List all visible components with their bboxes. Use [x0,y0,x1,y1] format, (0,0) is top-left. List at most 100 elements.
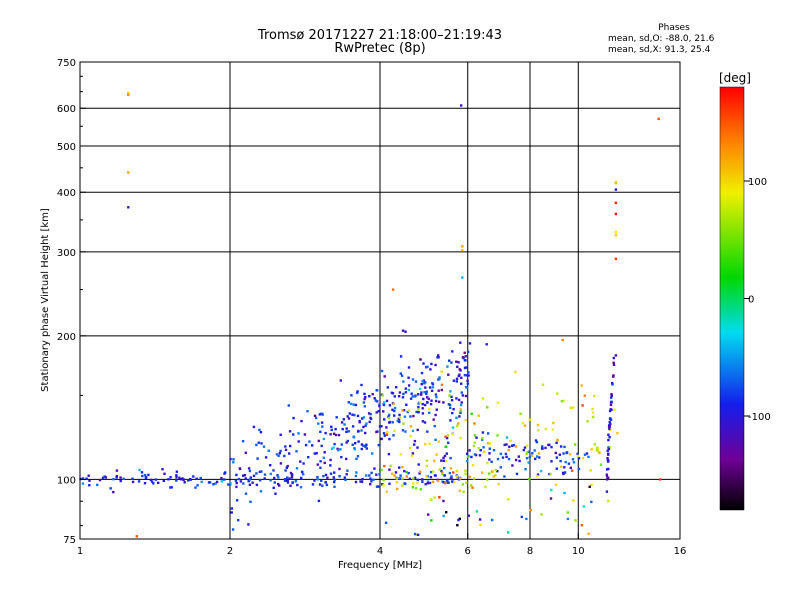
data-point [369,482,372,486]
data-point [388,421,391,424]
data-point [507,531,510,534]
data-point [434,393,438,396]
data-point [609,422,612,426]
data-point [444,445,447,448]
data-point [465,481,468,484]
data-point [397,395,401,398]
data-point [279,433,282,436]
data-point [445,436,449,440]
data-point [380,369,384,373]
data-point [81,482,85,485]
data-point [289,444,292,448]
data-point [356,390,359,393]
data-point [356,455,360,458]
data-point [459,341,462,344]
data-point [479,523,482,526]
data-point [389,464,392,467]
data-point [412,414,415,418]
data-point [421,412,425,415]
data-point [377,443,380,447]
data-point [294,480,297,483]
data-point [375,389,378,392]
data-point [434,438,437,441]
data-point [335,416,338,419]
data-point [610,396,613,399]
data-point [313,479,316,482]
data-point [413,439,417,443]
data-point [297,432,300,435]
data-point [527,461,530,464]
data-point [388,482,391,485]
data-point [383,434,386,437]
data-point [272,469,275,472]
data-point [529,508,532,512]
data-point [420,371,424,375]
data-point [424,381,427,384]
data-point [374,399,377,402]
data-point [484,485,487,489]
data-point [442,481,445,484]
colorbar-ticks: 100 0 -100 [744,177,771,423]
data-point [380,468,383,471]
data-point [470,412,473,415]
data-point [450,480,454,483]
data-point [269,464,272,467]
data-point [330,425,333,428]
data-point [451,432,454,436]
data-point [425,474,428,478]
data-point [131,480,135,484]
data-point [486,461,489,465]
data-point [207,481,211,484]
data-point [445,452,448,455]
data-point [416,533,420,536]
data-point [252,474,256,477]
grid-layer [80,62,680,539]
data-point [406,410,409,414]
data-point [407,366,411,369]
data-point [426,482,429,485]
data-point [496,470,499,473]
data-point [599,463,603,466]
data-point [531,452,534,455]
data-point [571,458,575,461]
data-point [442,456,445,460]
data-point [426,401,429,404]
data-point [428,386,432,389]
data-point [554,451,557,455]
data-point [450,399,454,402]
data-point [438,496,441,499]
data-point [175,476,178,479]
data-point [464,419,467,422]
data-point [411,429,415,433]
data-point [112,490,115,494]
data-point [333,485,336,488]
data-point [220,480,223,483]
data-point [345,430,348,433]
data-point [229,482,232,485]
data-point [362,425,365,429]
data-point [614,234,618,237]
data-point [475,510,479,513]
data-point [444,481,447,485]
data-point [345,427,348,430]
data-point [289,471,293,475]
data-point [375,411,378,414]
data-point [577,467,581,471]
data-point [333,471,336,474]
data-point [407,384,411,387]
data-point [319,460,322,463]
data-point [323,461,326,465]
data-point [352,435,356,439]
data-point [356,391,359,395]
data-point [526,451,529,454]
data-point [375,430,378,434]
data-point [457,361,460,364]
data-point [399,474,402,477]
data-point [354,403,358,407]
data-point [539,469,543,473]
data-point [320,421,324,424]
data-point [235,481,238,485]
data-point [488,452,491,455]
data-point [591,415,595,419]
data-point [514,445,518,448]
